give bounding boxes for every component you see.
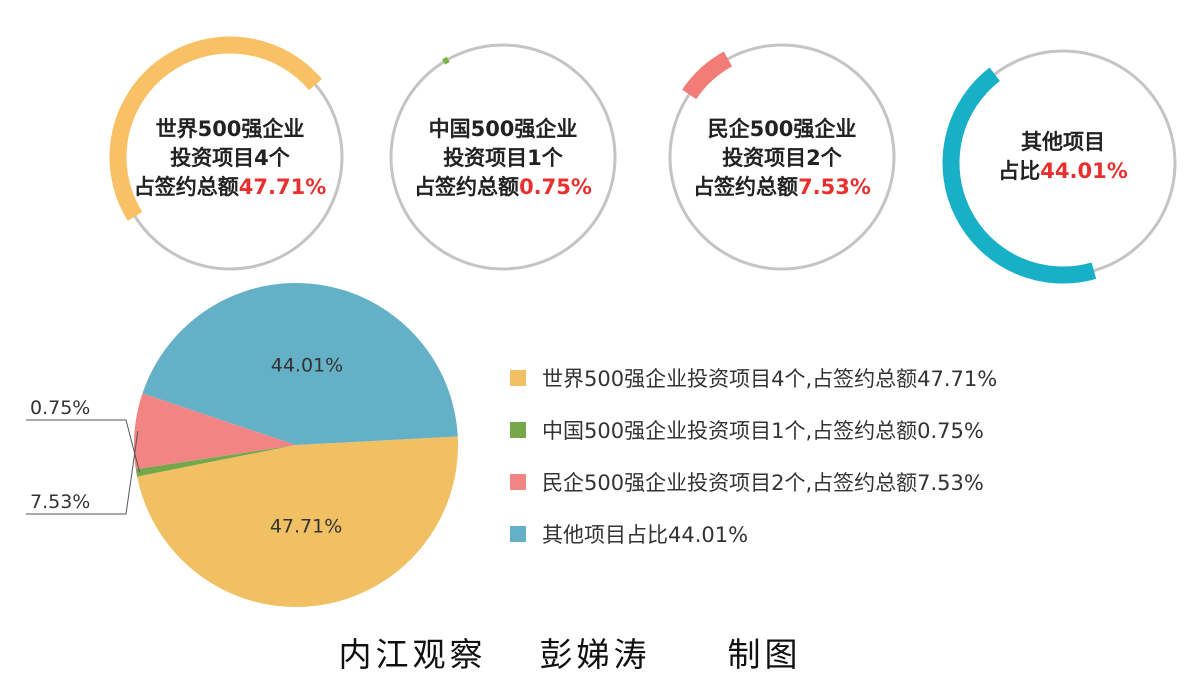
legend-swatch [510,370,526,386]
ring-progress-arc [942,67,1097,284]
leader-line [26,419,141,473]
ring-line2: 投资项目1个 [443,146,563,170]
caption-credit: 制图 [727,635,802,674]
pie-slice [137,436,458,607]
ring-text-china500: 中国500强企业 投资项目1个 占签约总额0.75% [403,115,603,202]
ring-line3: 占签约总额47.71% [130,173,330,202]
ring-line2: 投资项目2个 [722,146,842,170]
ring-percent: 44.01% [1040,159,1128,183]
legend-label: 中国500强企业投资项目1个,占签约总额0.75% [542,419,984,443]
pie-callout-label: 0.75% [30,397,90,419]
ring-line2: 占比44.01% [963,157,1163,186]
ring-percent: 0.75% [519,175,592,199]
ring-progress-arc [682,51,733,100]
legend-item: 中国500强企业投资项目1个,占签约总额0.75% [510,404,997,456]
ring-text-private500: 民企500强企业 投资项目2个 占签约总额7.53% [682,115,882,202]
legend-item: 其他项目占比44.01% [510,508,997,560]
ring-line1: 世界500强企业 [155,117,305,141]
pie-legend: 世界500强企业投资项目4个,占签约总额47.71% 中国500强企业投资项目1… [510,352,997,560]
ring-line1: 中国500强企业 [428,117,578,141]
legend-item: 世界500强企业投资项目4个,占签约总额47.71% [510,352,997,404]
ring-progress-arc [109,36,322,221]
ring-line1: 民企500强企业 [707,117,857,141]
caption-source: 内江观察 [338,635,487,674]
pie-callout-label: 7.53% [30,491,90,513]
ring-track [668,43,896,271]
pie-chart: 47.71% 44.01% 0.75% 7.53% [26,282,458,607]
legend-swatch [510,422,526,438]
ring-text-other: 其他项目 占比44.01% [963,128,1163,186]
summary-rings [109,36,1177,284]
caption-author: 彭娣涛 [539,635,651,674]
ring-line2: 投资项目4个 [170,146,290,170]
ring-track [389,43,617,271]
leader-line [26,431,139,515]
ring-percent: 47.71% [238,175,327,199]
legend-label: 世界500强企业投资项目4个,占签约总额47.71% [542,367,998,391]
legend-item: 民企500强企业投资项目2个,占签约总额7.53% [510,456,997,508]
ring-line2-prefix: 占比 [998,159,1041,183]
ring-progress-arc [442,56,450,65]
pie-slice [135,445,296,477]
ring-line3: 占签约总额7.53% [682,173,882,202]
pie-slice [133,393,296,470]
ring-line3-prefix: 占签约总额 [693,175,799,199]
ring-line1: 其他项目 [1021,130,1105,154]
legend-label: 民企500强企业投资项目2个,占签约总额7.53% [542,471,984,495]
legend-label: 其他项目占比44.01% [542,523,749,547]
ring-line3: 占签约总额0.75% [403,173,603,202]
pie-slice [142,282,458,445]
pie-slice-label: 47.71% [270,515,342,537]
legend-swatch [510,474,526,490]
ring-text-world500: 世界500强企业 投资项目4个 占签约总额47.71% [130,115,330,202]
ring-line3-prefix: 占签约总额 [414,175,520,199]
caption: 内江观察 彭娣涛 制图 [0,628,1140,676]
legend-swatch [510,526,526,542]
ring-line3-prefix: 占签约总额 [133,175,239,199]
ring-percent: 7.53% [798,175,871,199]
pie-slice-label: 44.01% [271,355,343,377]
